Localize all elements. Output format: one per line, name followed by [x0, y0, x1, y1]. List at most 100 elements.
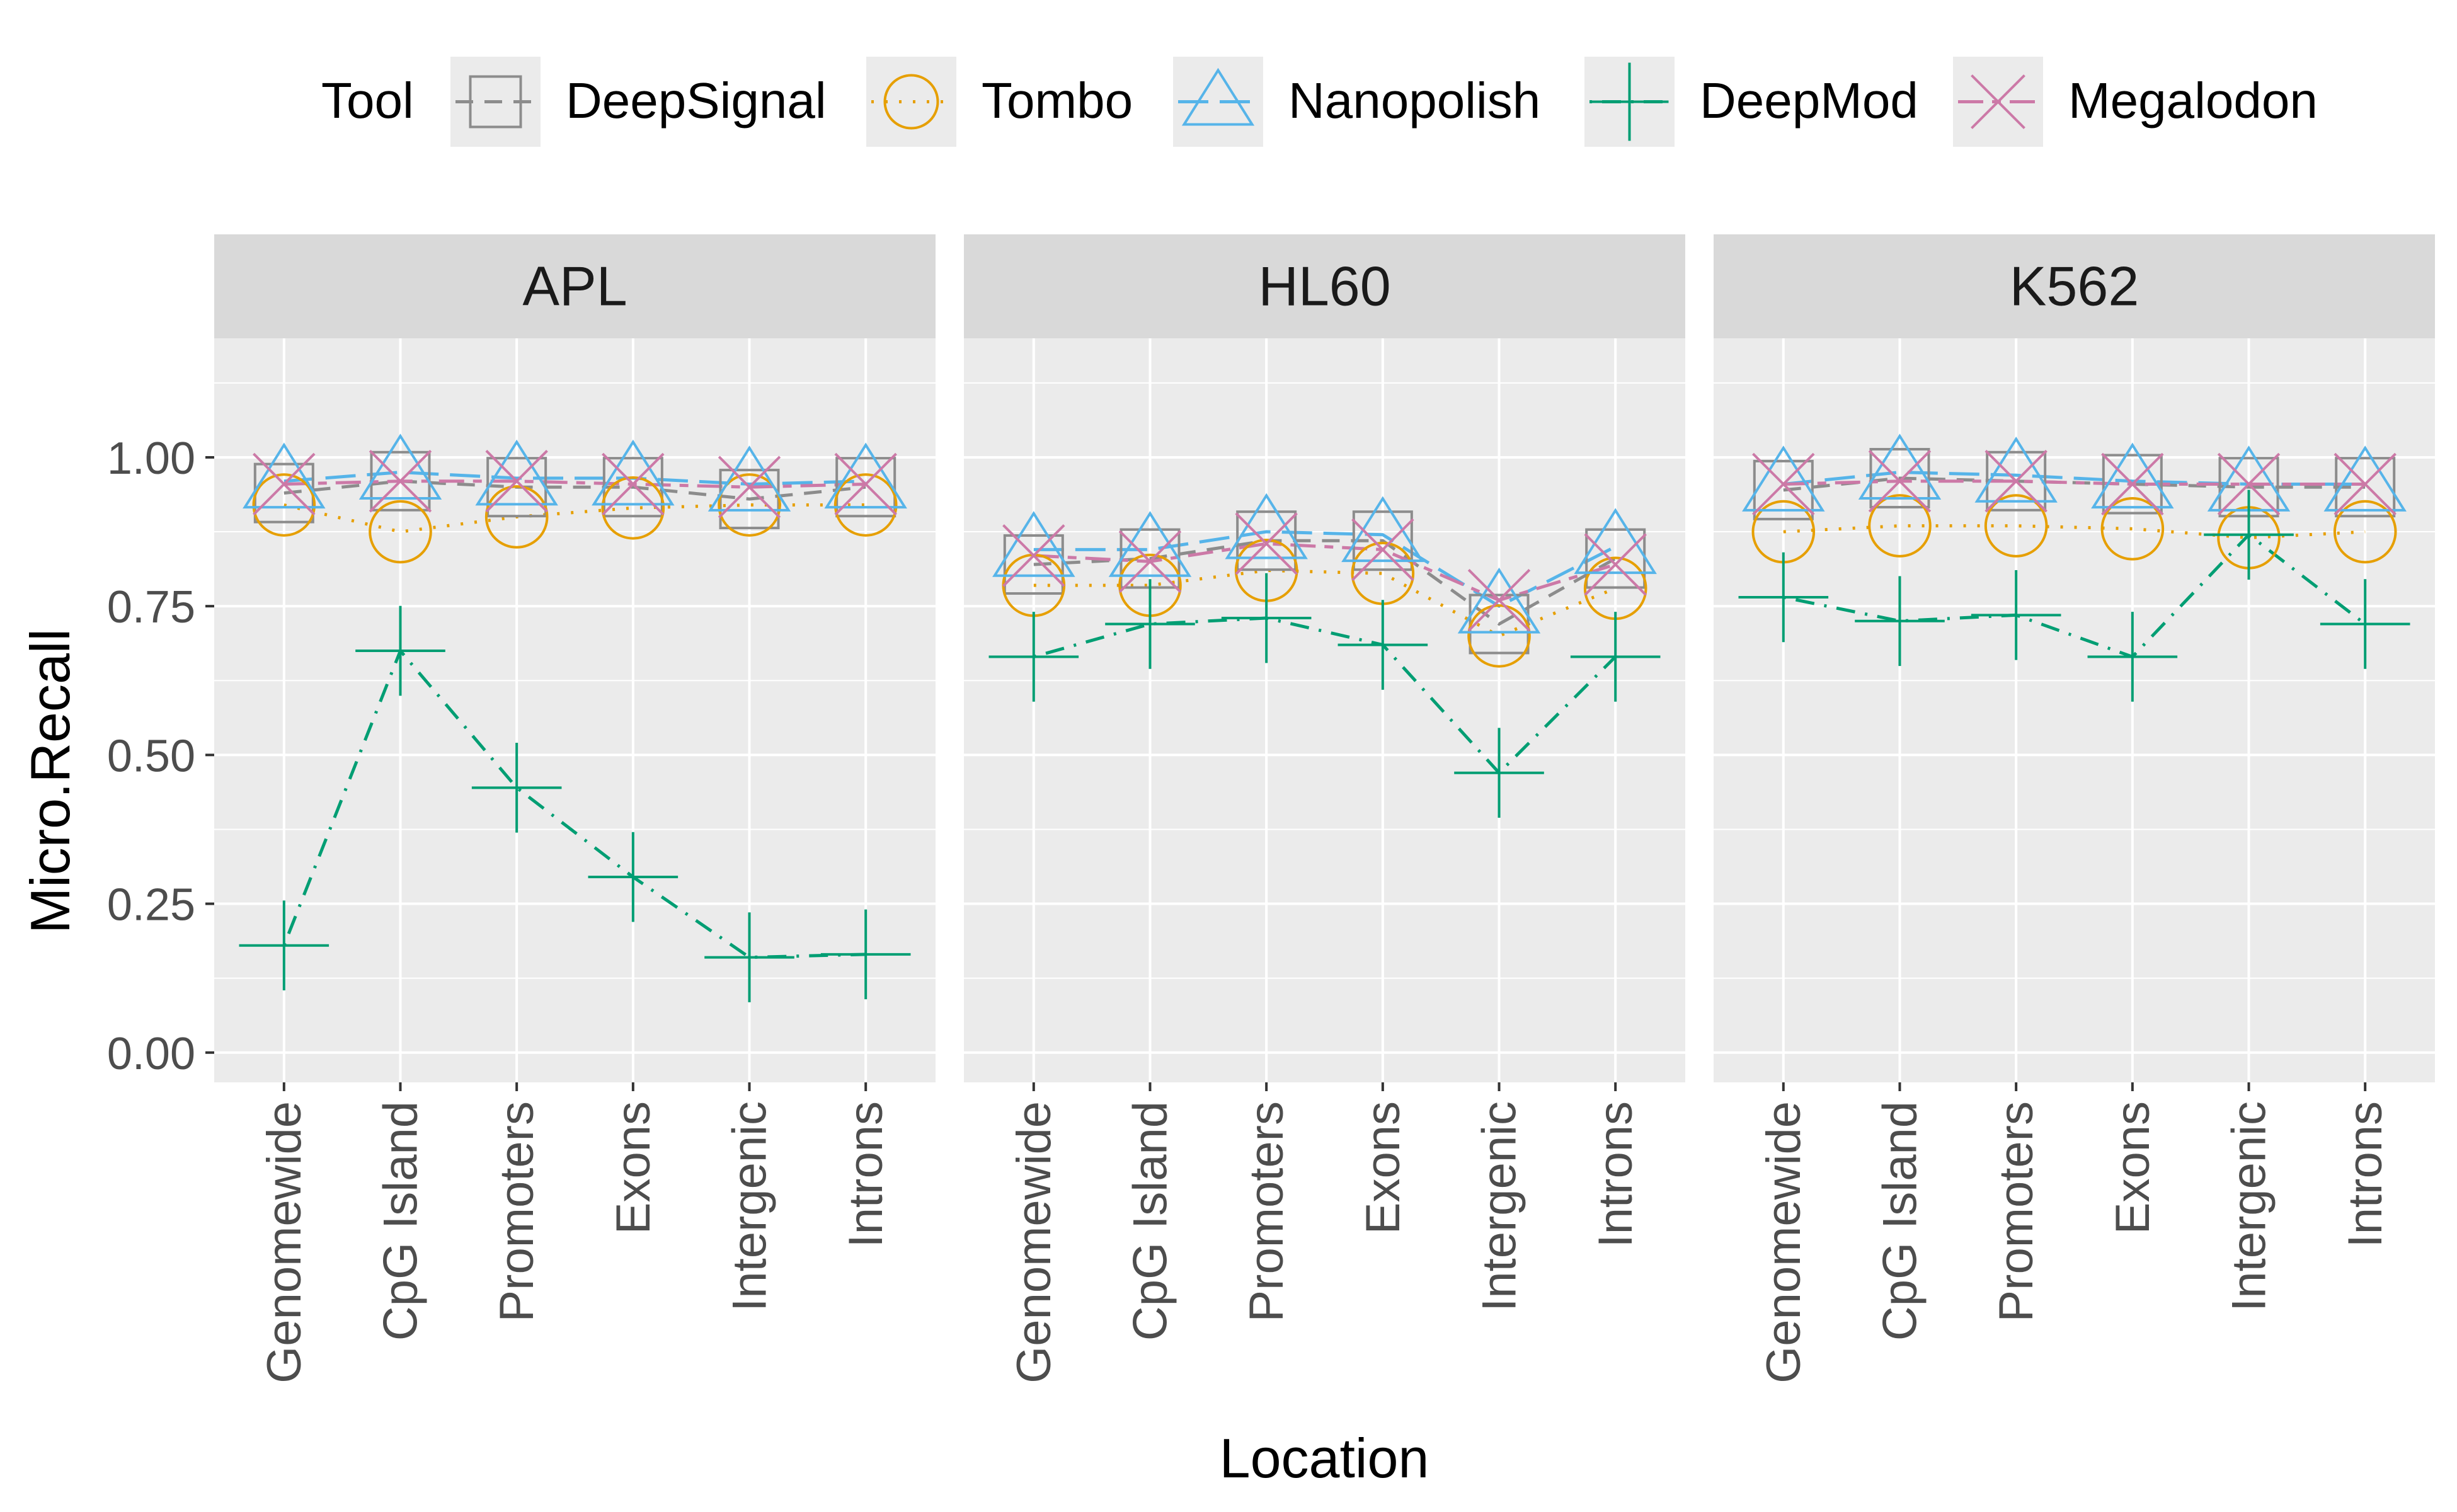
legend-label: Megalodon [2068, 72, 2318, 129]
data-point-nanopolish [824, 442, 907, 509]
data-point-deepsignal [1869, 448, 1930, 509]
data-point-deepsignal [2335, 457, 2396, 518]
data-point-deepsignal [1352, 510, 1413, 571]
series-line-tombo [1783, 524, 2366, 540]
data-point-megalodon [1002, 524, 1065, 587]
legend-key-marker [1181, 67, 1255, 126]
data-point-deepsignal [1003, 534, 1064, 595]
series-line-megalodon [1033, 542, 1616, 602]
panel-strip [1714, 234, 2435, 338]
data-point-nanopolish [707, 445, 791, 512]
panel-strip [964, 234, 1685, 338]
series-line-nanopolish [284, 471, 866, 486]
x-tick-label: Introns [2339, 1101, 2392, 1247]
legend-key-marker [469, 75, 522, 129]
x-tick-label: Genomewide [258, 1101, 311, 1383]
data-point-nanopolish [2323, 445, 2407, 512]
data-point-megalodon [253, 452, 316, 516]
series-line-tombo [284, 503, 866, 534]
data-point-tombo [369, 500, 432, 564]
data-point-nanopolish [1742, 445, 1825, 512]
legend: Tool DeepSignal Tombo Nanopolish DeepMod Meg… [321, 57, 2318, 147]
data-point-deepmod [239, 900, 329, 990]
x-tick-label: Exons [1356, 1101, 1410, 1234]
x-tick-label: Intergenic [723, 1101, 777, 1312]
data-point-deepmod [704, 912, 794, 1002]
x-tick-label: Introns [1589, 1101, 1642, 1247]
data-point-tombo [1467, 604, 1531, 668]
data-point-deepsignal [835, 457, 896, 518]
data-point-tombo [601, 476, 665, 540]
x-tick-label: Exons [2106, 1101, 2160, 1234]
data-point-nanopolish [1457, 567, 1541, 634]
data-point-megalodon [485, 450, 548, 513]
legend-label: DeepMod [1700, 72, 1918, 129]
legend-title: Tool [321, 72, 414, 129]
data-point-nanopolish [358, 433, 442, 500]
data-point-deepsignal [1753, 459, 1814, 520]
data-point-nanopolish [1108, 511, 1192, 577]
series-line-deepsignal [1033, 539, 1617, 626]
data-point-megalodon [1235, 512, 1298, 575]
legend-key-marker [1590, 62, 1669, 141]
data-point-deepmod [588, 832, 679, 922]
data-point-deepmod [355, 605, 445, 696]
x-tick-label: CpG Island [1873, 1101, 1927, 1341]
data-point-tombo [1868, 494, 1932, 558]
data-point-nanopolish [2091, 442, 2174, 509]
x-tick-label: CpG Island [374, 1101, 427, 1341]
panel-title: K562 [2010, 255, 2139, 318]
series-line-megalodon [284, 479, 866, 489]
data-point-deepsignal [2102, 454, 2163, 515]
panel-title: HL60 [1258, 255, 1390, 318]
series-line-deepmod [1033, 616, 1617, 776]
plot-background [214, 338, 936, 1082]
data-point-nanopolish [992, 511, 1075, 577]
x-tick-label: Promoters [1240, 1101, 1293, 1322]
data-point-megalodon [602, 452, 665, 516]
data-point-deepmod [1105, 579, 1195, 669]
legend-item-tombo: Tombo [866, 57, 1133, 147]
data-point-nanopolish [1858, 433, 1942, 500]
data-point-megalodon [834, 452, 897, 516]
data-point-deepmod [988, 612, 1079, 702]
data-point-tombo [252, 473, 316, 537]
y-tick-label: 0.50 [107, 731, 195, 781]
x-tick-label: Intergenic [1473, 1101, 1526, 1312]
x-tick-label: CpG Island [1123, 1101, 1177, 1341]
x-tick-label: Genomewide [1757, 1101, 1811, 1383]
data-point-deepmod [2204, 490, 2294, 580]
legend-label: Nanopolish [1288, 72, 1540, 129]
data-point-megalodon [1984, 450, 2048, 513]
plot-background [964, 338, 1685, 1082]
data-point-deepmod [471, 743, 562, 833]
data-point-deepsignal [1986, 450, 2047, 512]
data-point-megalodon [1868, 450, 1932, 513]
y-tick-label: 0.75 [107, 582, 195, 633]
plot-background [1714, 338, 2435, 1082]
legend-label: Tombo [982, 72, 1133, 129]
x-tick-label: Introns [839, 1101, 893, 1247]
data-point-nanopolish [592, 439, 675, 506]
data-point-deepmod [1337, 600, 1428, 690]
data-point-megalodon [2217, 452, 2281, 516]
data-point-tombo [2100, 497, 2165, 561]
legend-key-marker [883, 74, 939, 130]
x-tick-label: Promoters [490, 1101, 544, 1322]
legend-item-nanopolish: Nanopolish [1173, 57, 1540, 147]
data-point-deepmod [1971, 570, 2061, 660]
data-point-megalodon [2334, 452, 2397, 516]
legend-item-deepmod: DeepMod [1584, 57, 1918, 147]
data-point-tombo [833, 473, 898, 537]
data-point-megalodon [2101, 452, 2164, 516]
data-point-nanopolish [1225, 493, 1308, 559]
legend-key-marker [1971, 74, 2025, 129]
panel-apl: APL Genomewide CpG Island Promoters Exons Int… [107, 234, 936, 1383]
data-point-tombo [2333, 500, 2397, 564]
legend-label: DeepSignal [566, 72, 827, 129]
data-point-megalodon [1584, 533, 1647, 596]
panel-k562: K562 Genomewide CpG Island Promoters Exons In… [1714, 234, 2435, 1383]
series-line-deepsignal [1783, 476, 2366, 492]
data-point-megalodon [1752, 452, 1815, 516]
